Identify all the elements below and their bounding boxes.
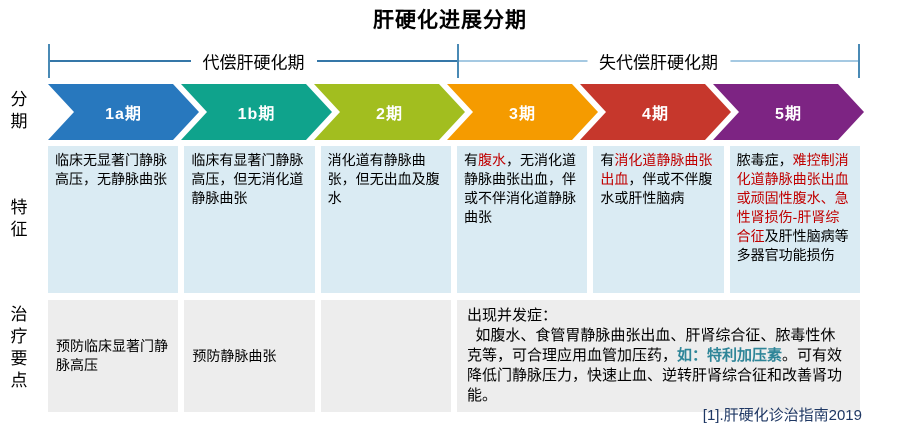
treatment-cell-1a: 预防临床显著门静脉高压: [48, 300, 179, 412]
feature-cell-1b: 临床有显著门静脉高压，但无消化道静脉曲张: [184, 146, 315, 293]
compensated-phase-bracket: 代偿肝硬化期: [48, 44, 459, 78]
stage-arrow-1b: 1b期: [181, 84, 332, 140]
row-label-features: 特征: [10, 198, 28, 239]
stage-arrow-row: 1a期 1b期 2期 3期 4期 5期: [48, 84, 864, 140]
stage-label-5: 5期: [775, 106, 802, 123]
feature-cell-5: 脓毒症，难控制消化道静脉曲张出血或顽固性腹水、急性肾损伤-肝肾综合征及肝性脑病等…: [729, 146, 860, 293]
feature-cell-4: 有消化道静脉曲张出血，伴或不伴腹水或肝性脑病: [593, 146, 724, 293]
phase-brackets: 代偿肝硬化期 失代偿肝硬化期: [48, 44, 860, 78]
features-row: 临床无显著门静脉高压，无静脉曲张 临床有显著门静脉高压，但无消化道静脉曲张 消化…: [48, 146, 860, 293]
reference-footnote: [1].肝硬化诊治指南2019: [702, 407, 862, 424]
treatment-cell-decompensated: 出现并发症： 如腹水、食管胃静脉曲张出血、肝肾综合征、脓毒性休克等，可合理应用血…: [456, 300, 860, 412]
stage-label-3: 3期: [509, 106, 536, 123]
decompensated-phase-bracket: 失代偿肝硬化期: [459, 44, 860, 78]
compensated-phase-label: 代偿肝硬化期: [190, 48, 317, 74]
feature-cell-1a: 临床无显著门静脉高压，无静脉曲张: [48, 146, 179, 293]
stage-arrow-1a: 1a期: [48, 84, 199, 140]
stage-arrow-2: 2期: [314, 84, 465, 140]
decompensated-phase-label: 失代偿肝硬化期: [587, 48, 730, 74]
page-title: 肝硬化进展分期: [373, 9, 527, 32]
stage-label-4: 4期: [642, 106, 669, 123]
stage-label-1a: 1a期: [105, 106, 142, 123]
stage-arrow-4: 4期: [580, 84, 731, 140]
treatment-row: 预防临床显著门静脉高压 预防静脉曲张 出现并发症： 如腹水、食管胃静脉曲张出血、…: [48, 300, 860, 412]
stage-label-2: 2期: [376, 106, 403, 123]
row-label-treatment: 治疗要点: [10, 305, 28, 390]
row-label-staging: 分期: [10, 90, 28, 131]
stage-arrow-3: 3期: [447, 84, 598, 140]
treatment-cell-1b: 预防静脉曲张: [184, 300, 315, 412]
treatment-cell-2: [320, 300, 451, 412]
feature-cell-3: 有腹水，无消化道静脉曲张出血，伴或不伴消化道静脉曲张: [456, 146, 588, 293]
stage-label-1b: 1b期: [237, 106, 276, 123]
feature-cell-2: 消化道有静脉曲张，但无出血及腹水: [320, 146, 451, 293]
stage-arrow-5: 5期: [713, 84, 864, 140]
